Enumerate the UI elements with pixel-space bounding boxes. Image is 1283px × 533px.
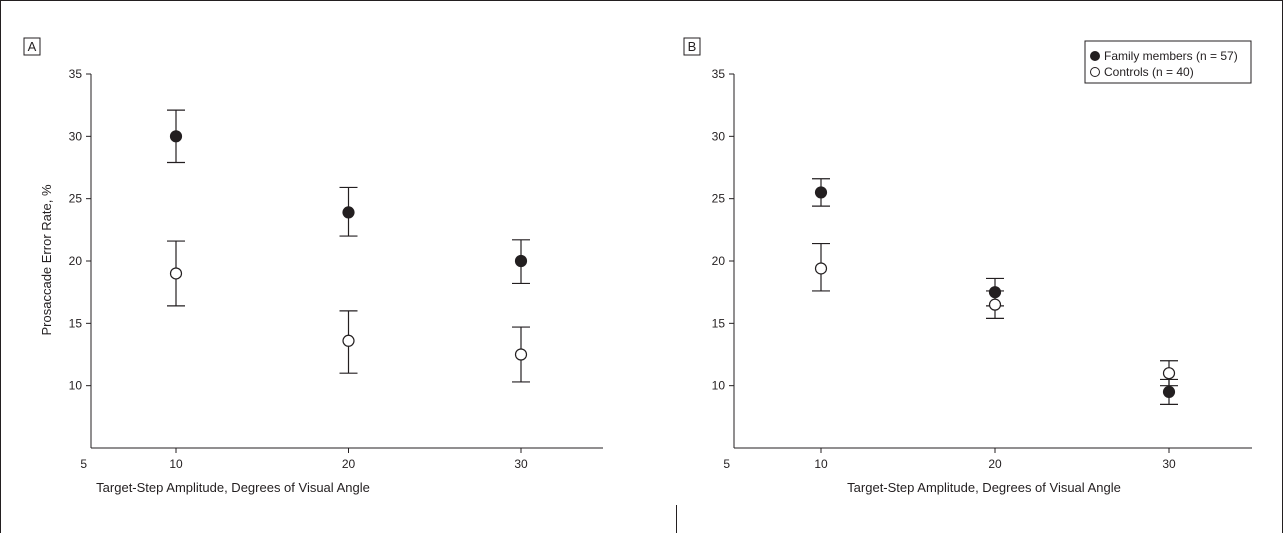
legend-marker-controls — [1090, 67, 1100, 77]
panel-a-marks — [167, 109, 530, 383]
panel-a-y-axis-title: Prosaccade Error Rate, % — [39, 184, 54, 335]
panel-a-point-controls — [342, 334, 355, 347]
panel-a: A 10 15 20 25 30 35 5 10 20 30 Target-Step Amplit… — [23, 37, 603, 495]
panel-a-point-controls — [514, 348, 528, 361]
panel-b-point-controls — [1162, 367, 1176, 380]
panel-a-y-tick-label: 35 — [69, 67, 83, 81]
panel-a-y-tick-label: 30 — [69, 129, 83, 143]
panel-b-marks — [812, 178, 1178, 405]
panel-a-y-tick-label: 15 — [69, 316, 83, 330]
panel-b-y-tick-label: 15 — [712, 316, 726, 330]
panel-b: B 10 15 20 25 30 35 5 10 20 30 Target-Step Amplit… — [683, 37, 1252, 495]
panel-b-y-tick-label: 35 — [712, 67, 726, 81]
panel-a-axes: 10 15 20 25 30 35 5 10 20 30 — [69, 67, 603, 471]
panel-b-y-tick-label: 25 — [712, 192, 726, 206]
panel-a-x-tick-label: 5 — [80, 457, 87, 471]
legend-label-controls: Controls (n = 40) — [1104, 65, 1194, 79]
panel-a-x-tick-label: 10 — [169, 457, 183, 471]
panel-b-point-family-members — [814, 186, 828, 199]
panel-b-point-controls — [988, 298, 1002, 311]
panel-b-point-family-members — [988, 286, 1002, 299]
panel-b-label-box — [683, 37, 701, 56]
panel-a-point-family-members — [514, 254, 528, 268]
legend-label-family-members: Family members (n = 57) — [1104, 49, 1238, 63]
panel-b-point-family-members — [1162, 385, 1176, 398]
legend-marker-family-members — [1090, 51, 1100, 61]
panel-a-point-controls — [169, 267, 183, 280]
panel-a-point-family-members — [169, 130, 183, 143]
panel-b-x-tick-label: 10 — [814, 457, 828, 471]
panel-b-label: B — [688, 39, 697, 54]
panel-a-label-box — [23, 37, 41, 56]
panel-b-x-axis-title: Target-Step Amplitude, Degrees of Visual… — [847, 480, 1121, 495]
panel-b-axes: 10 15 20 25 30 35 5 10 20 30 — [712, 67, 1252, 471]
panel-a-label: A — [28, 39, 37, 54]
legend: Family members (n = 57) Controls (n = 40… — [1084, 40, 1252, 84]
panel-b-point-controls — [814, 262, 828, 275]
panel-a-point-family-members — [342, 206, 355, 219]
panel-b-x-tick-label: 20 — [988, 457, 1002, 471]
legend-box — [1084, 40, 1252, 84]
panel-a-x-tick-label: 30 — [514, 457, 528, 471]
panel-b-x-tick-label: 30 — [1162, 457, 1176, 471]
panel-b-x-tick-label: 5 — [723, 457, 730, 471]
panel-a-x-axis-title: Target-Step Amplitude, Degrees of Visual… — [96, 480, 370, 495]
panel-a-y-tick-label: 10 — [69, 379, 83, 393]
panel-a-y-tick-label: 25 — [69, 192, 83, 206]
panel-b-y-tick-label: 20 — [712, 254, 726, 268]
panel-a-x-tick-label: 20 — [342, 457, 356, 471]
panel-b-y-tick-label: 10 — [712, 379, 726, 393]
panel-b-y-tick-label: 30 — [712, 129, 726, 143]
panel-a-y-tick-label: 20 — [69, 254, 83, 268]
